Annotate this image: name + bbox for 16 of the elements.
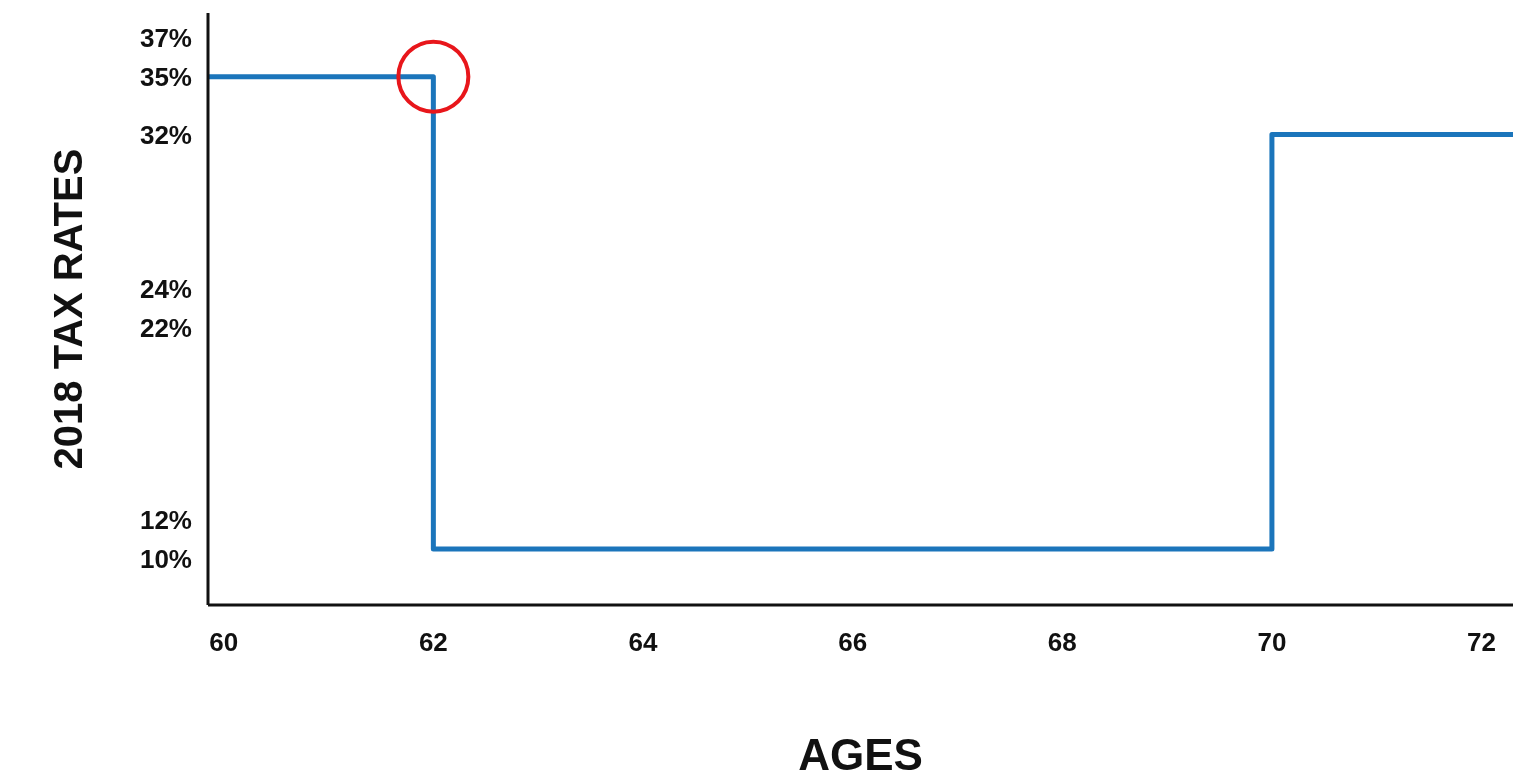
x-tick-label: 66 [838,627,868,658]
y-tick-label: 22% [139,312,192,343]
x-tick-label: 72 [1467,627,1497,658]
x-axis-title: AGES [798,730,923,778]
y-axis-title: 2018 TAX RATES [46,148,91,470]
x-tick-label: 60 [209,627,239,658]
y-tick-label: 35% [139,61,192,92]
y-tick-label: 37% [139,23,192,54]
x-tick-label: 70 [1257,627,1287,658]
y-tick-label: 12% [139,505,192,536]
y-tick-label: 32% [139,119,192,150]
y-tick-label: 10% [139,543,192,574]
x-tick-label: 62 [418,627,448,658]
x-tick-label: 68 [1047,627,1077,658]
y-tick-label: 24% [139,273,192,304]
x-tick-label: 64 [628,627,658,658]
